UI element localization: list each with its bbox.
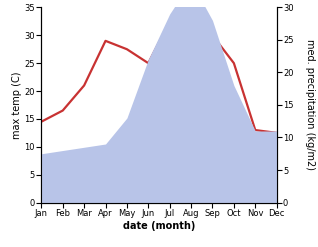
Y-axis label: med. precipitation (kg/m2): med. precipitation (kg/m2) [305,40,315,170]
X-axis label: date (month): date (month) [123,221,195,230]
Y-axis label: max temp (C): max temp (C) [12,71,22,139]
